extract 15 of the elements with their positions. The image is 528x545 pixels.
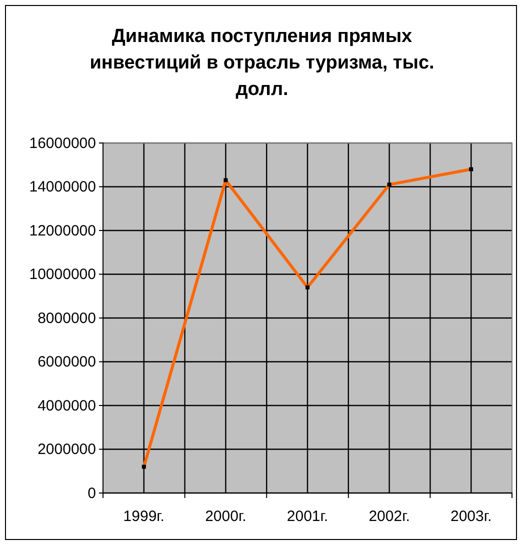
y-tick-label: 12000000: [29, 222, 96, 240]
x-tick-label: 2003г.: [450, 508, 492, 525]
chart-title: Динамика поступления прямых инвестиций в отрасль туризма, тыс. долл.: [90, 26, 434, 100]
y-tick-label: 16000000: [29, 134, 96, 152]
x-tick-label: 1999г.: [123, 508, 164, 525]
y-tick-label: 10000000: [29, 266, 96, 284]
x-tick-label: 2002г.: [368, 508, 410, 525]
x-tick-label: 2000г.: [205, 508, 246, 525]
y-tick-label: 2000000: [38, 441, 96, 458]
y-tick-label: 4000000: [38, 397, 96, 414]
y-tick-label: 6000000: [38, 354, 96, 371]
x-tick-label: 2001г.: [286, 508, 328, 525]
y-tick-label: 8000000: [38, 310, 96, 327]
y-tick-label: 0: [88, 484, 96, 502]
y-tick-label: 14000000: [29, 178, 96, 196]
